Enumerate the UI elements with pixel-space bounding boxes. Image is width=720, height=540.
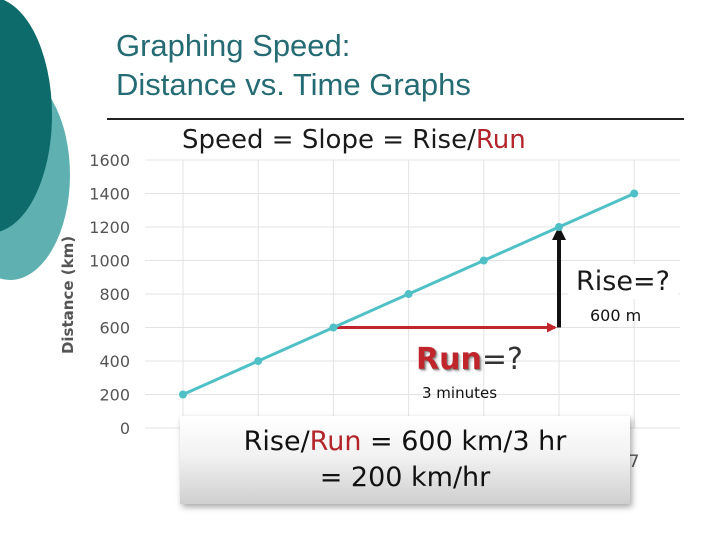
title-line-2: Distance vs. Time Graphs <box>116 67 471 102</box>
run-label: Run=? <box>416 342 523 377</box>
title-divider <box>107 118 684 120</box>
rise-value: 600 m <box>590 306 642 325</box>
y-tick-label: 600 <box>99 319 130 338</box>
y-tick-label: 1600 <box>89 151 130 170</box>
data-point <box>479 256 488 265</box>
data-point <box>630 189 639 198</box>
y-tick-label: 1000 <box>89 252 130 271</box>
result-run-word: Run <box>309 426 362 457</box>
result-prefix: Rise/ <box>243 426 310 457</box>
run-suffix: =? <box>481 342 523 377</box>
data-point <box>555 223 563 231</box>
formula-run-word: Run <box>475 125 526 155</box>
y-tick-label: 0 <box>120 419 130 438</box>
data-point <box>404 290 413 298</box>
title-line-1: Graphing Speed: <box>116 28 351 63</box>
y-tick-label: 1400 <box>89 185 130 204</box>
y-tick-label: 200 <box>99 386 130 405</box>
y-tick-label: 800 <box>99 285 130 304</box>
result-line-1: Rise/Run = 600 km/3 hr <box>180 424 630 460</box>
result-line-2: = 200 km/hr <box>319 462 491 493</box>
rise-label: Rise=? <box>568 264 678 299</box>
data-point <box>179 390 187 399</box>
y-axis-label: Distance (km) <box>59 236 77 354</box>
data-point <box>254 357 263 365</box>
speed-formula: Speed = Slope = Rise/Run <box>182 125 526 155</box>
data-point <box>329 323 338 332</box>
dark-teal-circle <box>0 0 52 232</box>
formula-prefix: Speed = Slope = Rise/ <box>182 125 476 155</box>
y-tick-label: 1200 <box>89 218 130 237</box>
run-value: 3 minutes <box>422 384 498 402</box>
y-tick-label: 400 <box>99 352 130 371</box>
result-suffix: = 600 km/3 hr <box>361 426 567 457</box>
run-word: Run <box>416 342 482 377</box>
x-tick-label: 7 <box>629 452 640 472</box>
result-box: Rise/Run = 600 km/3 hr = 200 km/hr <box>180 416 630 504</box>
slide-title: Graphing Speed: Distance vs. Time Graphs <box>116 26 676 104</box>
